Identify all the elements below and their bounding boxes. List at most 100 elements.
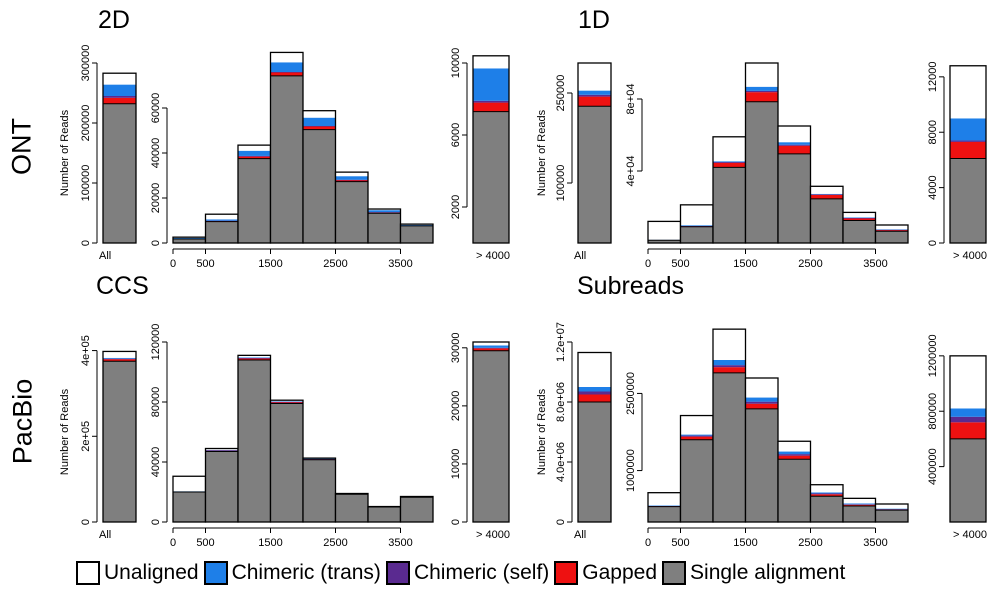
- ccs-bar-len-4-chimeric-trans: [303, 458, 336, 460]
- subreads-xlabel-all: All: [574, 529, 586, 541]
- 2d-len-yaxis-tick-label: 60000: [150, 93, 162, 124]
- 2d-bar-all-single: [103, 103, 136, 243]
- 2d-bar-len-7-chimeric-trans: [400, 224, 433, 226]
- subreads-bar-len-5-chimeric-trans: [810, 492, 843, 494]
- subreads-bar-len-7: [874, 503, 909, 523]
- 1d-xlabel-long: > 4000: [953, 250, 987, 262]
- 2d-bar-len-6-chimeric-trans: [368, 210, 401, 213]
- 1d-bar-len-3-chimeric-trans: [745, 86, 778, 91]
- 2d-bar-len-5-outline: [334, 171, 369, 244]
- subreads-xlabel-long: > 4000: [953, 529, 987, 541]
- 2d-bar-len-7-single: [400, 225, 433, 243]
- subreads-bar-len-4-chimeric-trans: [778, 451, 811, 455]
- 1d-bar-len-2-chimeric-self: [713, 162, 746, 163]
- ccs-bar-long: [472, 341, 510, 523]
- 2d-bar-len-2-unaligned: [238, 145, 271, 151]
- subreads-all-yaxis-tick-label: 1.2e+07: [555, 322, 567, 362]
- subreads-bar-len-0-chimeric-trans: [648, 505, 681, 507]
- 1d-bar-len-5-gapped: [810, 194, 843, 199]
- legend-swatch-unaligned: [76, 561, 100, 585]
- ccs-bar-len-3: [269, 399, 304, 523]
- legend: Unaligned Chimeric (trans) Chimeric (sel…: [76, 557, 850, 589]
- subreads-bar-len-4-single: [778, 459, 811, 522]
- ccs-bar-len-4-outline: [302, 457, 337, 523]
- 2d-bar-all-outline: [102, 72, 137, 244]
- 1d-bar-len-5-single: [810, 198, 843, 243]
- subreads-bar-len-7-chimeric-self: [875, 509, 908, 510]
- 1d-bar-len-6-single: [843, 220, 876, 243]
- 2d-bar-len-5: [334, 171, 369, 244]
- 2d-len-xtick-label: 2500: [323, 258, 347, 270]
- ccs-len-yaxis-tick-label: 0: [150, 519, 162, 525]
- 2d-bar-all-chimeric-self: [103, 96, 136, 98]
- subreads-bar-all-outline: [577, 351, 612, 523]
- 2d-bar-len-5-chimeric-self: [335, 179, 368, 181]
- 1d-bar-len-2-single: [713, 167, 746, 243]
- 1d-len-xtick-label: 3500: [863, 258, 887, 270]
- legend-item-single: Single alignment: [662, 561, 845, 585]
- subreads-bar-len-6-gapped: [843, 504, 876, 507]
- ccs-bar-len-7-outline: [399, 495, 434, 523]
- 2d-len-xtick-label: 0: [170, 258, 176, 270]
- ccs-len-yaxis-tick-label: 80000: [150, 387, 162, 418]
- ccs-bar-len-0-unaligned: [173, 476, 206, 492]
- 1d-bar-len-4-outline: [777, 125, 812, 244]
- 1d-bar-len-4-chimeric-trans: [778, 142, 811, 145]
- subreads-bar-long-chimeric-trans: [950, 408, 986, 417]
- 2d-bar-len-6-single: [368, 213, 401, 243]
- 2d-bar-len-4-unaligned: [303, 110, 336, 118]
- 1d-len-yaxis-tick-label: 4e+04: [625, 156, 637, 187]
- 2d-bar-len-5-chimeric-trans: [335, 176, 368, 180]
- 2d-bar-len-2: [237, 144, 272, 244]
- 2d-len-yaxis-tick-label: 20000: [150, 183, 162, 214]
- 1d-all-yaxis-tick-label: 100000: [555, 165, 567, 202]
- subreads-bar-len-3-chimeric-trans: [745, 397, 778, 402]
- 2d-bar-all: [102, 72, 137, 244]
- 1d-bar-long-single: [950, 158, 986, 243]
- legend-label-chimeric-trans: Chimeric (trans): [231, 561, 381, 584]
- panel-title-1d: 1D: [578, 6, 610, 34]
- ccs-bar-len-4: [302, 457, 337, 523]
- 1d-bar-len-1-single: [680, 226, 713, 243]
- subreads-len-xtick-label: 3500: [863, 537, 887, 549]
- 1d-bar-len-1-chimeric-self: [680, 225, 713, 227]
- ccs-long-yaxis-tick-label: 30000: [450, 333, 462, 364]
- 1d-len-xtick-label: 2500: [798, 258, 822, 270]
- ccs-bar-all-chimeric-trans: [103, 357, 136, 359]
- subreads-bar-len-3: [744, 377, 779, 523]
- ccs-bar-len-1-unaligned: [205, 448, 238, 450]
- 1d-bar-all-gapped: [578, 96, 611, 107]
- 2d-bar-len-2-chimeric-self: [238, 155, 271, 157]
- subreads-len-xtick-label: 2500: [798, 537, 822, 549]
- ccs-bar-len-2: [237, 354, 272, 523]
- ccs-bar-long-single: [473, 350, 509, 522]
- subreads-bar-all-chimeric-self: [578, 391, 611, 395]
- 2d-all-yaxis-tick-label: 100000: [80, 165, 92, 202]
- 1d-bar-len-3-single: [745, 101, 778, 243]
- 1d-len-yaxis-tick-label: 8e+04: [625, 84, 637, 115]
- 2d-len-yaxis-tick-label: 40000: [150, 138, 162, 169]
- ccs-bar-long-outline: [472, 341, 510, 523]
- subreads-bar-len-7-unaligned: [875, 504, 908, 509]
- 1d-bar-len-7: [874, 224, 909, 244]
- 1d-bar-len-2: [712, 136, 747, 244]
- 1d-len-xtick-label: 0: [645, 258, 651, 270]
- subreads-bar-len-1-gapped: [680, 436, 713, 440]
- 1d-bar-len-7-single: [875, 231, 908, 243]
- ccs-bar-len-5-single: [335, 494, 368, 522]
- 1d-bar-len-0: [647, 220, 682, 244]
- 1d-bar-len-3: [744, 62, 779, 244]
- subreads-bar-len-4: [777, 440, 812, 523]
- 2d-bar-len-2-single: [238, 158, 271, 243]
- 1d-long-yaxis-tick-label: 0: [927, 240, 939, 246]
- 2d-bar-len-7: [399, 223, 434, 244]
- subreads-bar-long: [949, 355, 987, 523]
- 1d-bar-len-6-unaligned: [843, 212, 876, 218]
- ccs-bar-len-1-gapped: [205, 450, 238, 452]
- subreads-bar-len-4-unaligned: [778, 441, 811, 452]
- subreads-bar-len-3-gapped: [745, 403, 778, 409]
- subreads-bar-len-7-outline: [874, 503, 909, 523]
- ccs-bar-all-unaligned: [103, 351, 136, 358]
- 1d-bar-all-chimeric-trans: [578, 90, 611, 95]
